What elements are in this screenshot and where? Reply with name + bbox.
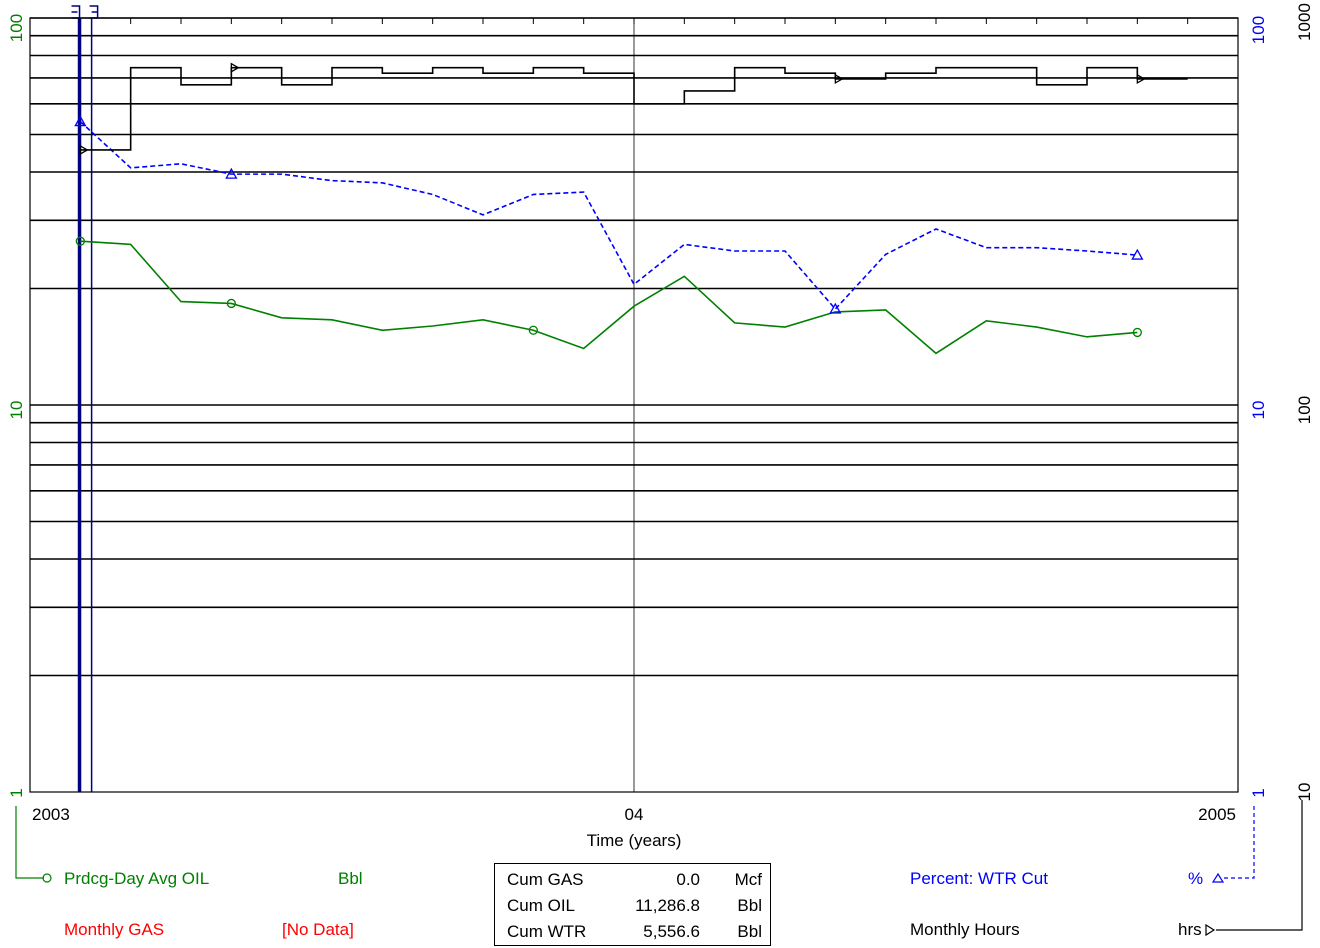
plot-frame bbox=[29, 17, 1239, 793]
right-axis-1-labels: 100 10 1 bbox=[1249, 16, 1268, 798]
cursor-bracket-left bbox=[71, 5, 81, 19]
series-layer bbox=[74, 62, 1188, 355]
hours-legend-connector bbox=[1216, 800, 1303, 931]
gas-legend-label: Monthly GAS bbox=[64, 920, 165, 939]
wtr-point bbox=[225, 167, 238, 179]
right-tick-label: 100 bbox=[1295, 396, 1314, 424]
cum-wtr-unit: Bbl bbox=[737, 922, 762, 941]
hours-point bbox=[230, 62, 240, 73]
cum-gas-row: Cum GAS 0.0 Mcf bbox=[495, 866, 770, 892]
hours-legend-unit: hrs bbox=[1178, 920, 1202, 939]
oil-line bbox=[80, 240, 1138, 355]
wtr-legend-unit: % bbox=[1188, 869, 1204, 888]
hours-legend-marker bbox=[1205, 923, 1216, 937]
cum-wtr-value: 5,556.6 bbox=[643, 922, 700, 941]
oil-legend-unit: Bbl bbox=[338, 869, 363, 888]
oil-legend-label: Prdcg-Day Avg OIL bbox=[64, 869, 210, 888]
oil-legend-connector bbox=[15, 806, 44, 879]
right-tick-label: 100 bbox=[1249, 16, 1268, 44]
wtr-point bbox=[829, 302, 842, 314]
cum-gas-unit: Mcf bbox=[734, 870, 762, 889]
right-tick-label: 1000 bbox=[1295, 3, 1314, 41]
cum-oil-row: Cum OIL 11,286.8 Bbl bbox=[495, 892, 770, 918]
hours-point bbox=[1136, 73, 1146, 85]
cumulative-box: Cum GAS 0.0 Mcf Cum OIL 11,286.8 Bbl Cum… bbox=[494, 863, 771, 946]
oil-point bbox=[1132, 327, 1142, 338]
wtr-legend-marker bbox=[1211, 872, 1225, 883]
right-tick-label: 10 bbox=[1249, 401, 1268, 420]
cum-oil-label: Cum OIL bbox=[507, 896, 576, 915]
left-tick-label: 1 bbox=[7, 788, 26, 797]
oil-legend-marker bbox=[42, 873, 52, 883]
right-axis-2-labels: 1000 100 10 bbox=[1295, 3, 1314, 801]
legend-connectors bbox=[15, 800, 1303, 937]
left-axis-labels: 100 10 1 bbox=[7, 14, 26, 798]
wtr-point bbox=[74, 115, 87, 127]
cum-oil-unit: Bbl bbox=[737, 896, 762, 915]
hours-line bbox=[80, 66, 1188, 151]
right-tick-label: 1 bbox=[1249, 788, 1268, 797]
x-axis-title: Time (years) bbox=[587, 831, 682, 850]
cum-gas-value: 0.0 bbox=[676, 870, 700, 889]
cum-gas-label: Cum GAS bbox=[507, 870, 584, 889]
wtr-legend-label: Percent: WTR Cut bbox=[910, 869, 1048, 888]
x-tick-label: 04 bbox=[625, 805, 644, 824]
x-tick-label: 2003 bbox=[32, 805, 70, 824]
oil-point bbox=[528, 325, 538, 335]
cum-wtr-label: Cum WTR bbox=[507, 922, 587, 941]
left-tick-label: 10 bbox=[7, 401, 26, 420]
oil-point bbox=[226, 298, 236, 309]
grid-lines bbox=[30, 17, 1238, 792]
wtr-legend-connector bbox=[1222, 806, 1255, 879]
hours-point bbox=[79, 144, 89, 156]
cursor-bracket-right bbox=[89, 5, 99, 19]
gas-legend-unit: [No Data] bbox=[282, 920, 354, 939]
hours-point bbox=[834, 73, 844, 85]
wtr-point bbox=[1131, 248, 1144, 260]
right-tick-label: 10 bbox=[1295, 783, 1314, 802]
hours-legend-label: Monthly Hours bbox=[910, 920, 1020, 939]
cum-wtr-row: Cum WTR 5,556.6 Bbl bbox=[495, 918, 770, 944]
x-axis-labels: 2003 04 2005 Time (years) bbox=[32, 805, 1236, 850]
wtr-line bbox=[79, 120, 1138, 311]
cum-oil-value: 11,286.8 bbox=[635, 896, 700, 915]
x-tick-label: 2005 bbox=[1198, 805, 1236, 824]
oil-point bbox=[75, 236, 85, 246]
left-tick-label: 100 bbox=[7, 14, 26, 42]
